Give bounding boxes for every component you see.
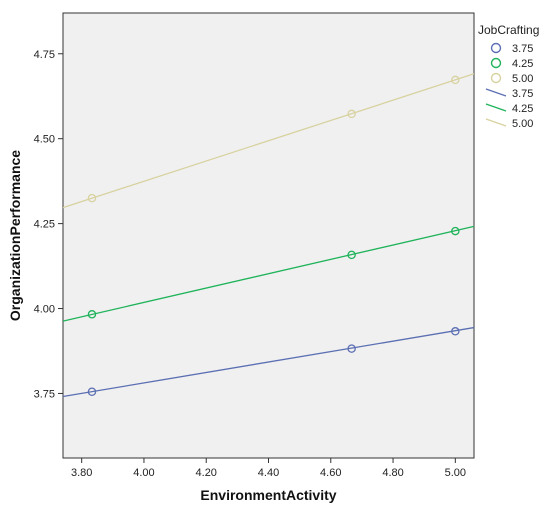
data-point [451, 327, 460, 336]
x-tick-label: 4.80 [382, 467, 403, 479]
data-point [451, 226, 460, 236]
fit-line-2 [62, 73, 475, 209]
y-tick-label: 4.75 [34, 49, 55, 61]
plot-area [62, 12, 475, 459]
y-tick-label: 4.00 [34, 304, 55, 316]
legend-label: 3.75 [512, 43, 533, 55]
x-tick-label: 4.20 [196, 467, 217, 479]
fit-lines [62, 73, 475, 398]
data-point [87, 193, 97, 203]
legend-line [485, 88, 507, 97]
legend-line [485, 103, 507, 112]
x-tick-label: 3.80 [71, 467, 92, 479]
x-tick-label: 4.00 [133, 467, 154, 479]
x-tick-label: 4.40 [258, 467, 279, 479]
x-tick-label: 4.60 [320, 467, 341, 479]
legend: JobCrafting 3.75 4.25 5.00 3.75 4.25 5.00 [478, 23, 539, 130]
legend-marker [490, 42, 502, 54]
legend-line [485, 118, 507, 127]
data-point [451, 75, 460, 85]
legend-marker [490, 72, 502, 84]
legend-label: 4.25 [512, 58, 533, 70]
legend-label: 3.75 [512, 88, 533, 100]
data-point [347, 344, 356, 353]
data-point [347, 250, 356, 260]
legend-label: 5.00 [512, 73, 533, 85]
legend-label: 4.25 [512, 103, 533, 115]
y-tick-label: 4.50 [34, 134, 55, 146]
fit-line-0 [62, 326, 475, 398]
data-point [347, 109, 356, 119]
x-axis-title: EnvironmentActivity [200, 487, 336, 503]
x-axis: 3.80 4.00 4.20 4.40 4.60 4.80 5.00 [71, 458, 466, 479]
legend-label: 5.00 [512, 118, 533, 130]
y-tick-label: 3.75 [34, 388, 55, 400]
data-point [87, 310, 97, 319]
y-axis-title: OrganizationPerformance [7, 150, 23, 321]
data-point [87, 387, 97, 397]
fit-line-1 [62, 225, 475, 322]
x-tick-label: 5.00 [445, 467, 466, 479]
legend-title: JobCrafting [478, 23, 539, 37]
y-axis: 3.75 4.00 4.25 4.50 4.75 [34, 49, 63, 400]
y-tick-label: 4.25 [34, 219, 55, 231]
data-points [87, 75, 460, 397]
legend-marker [490, 57, 502, 69]
